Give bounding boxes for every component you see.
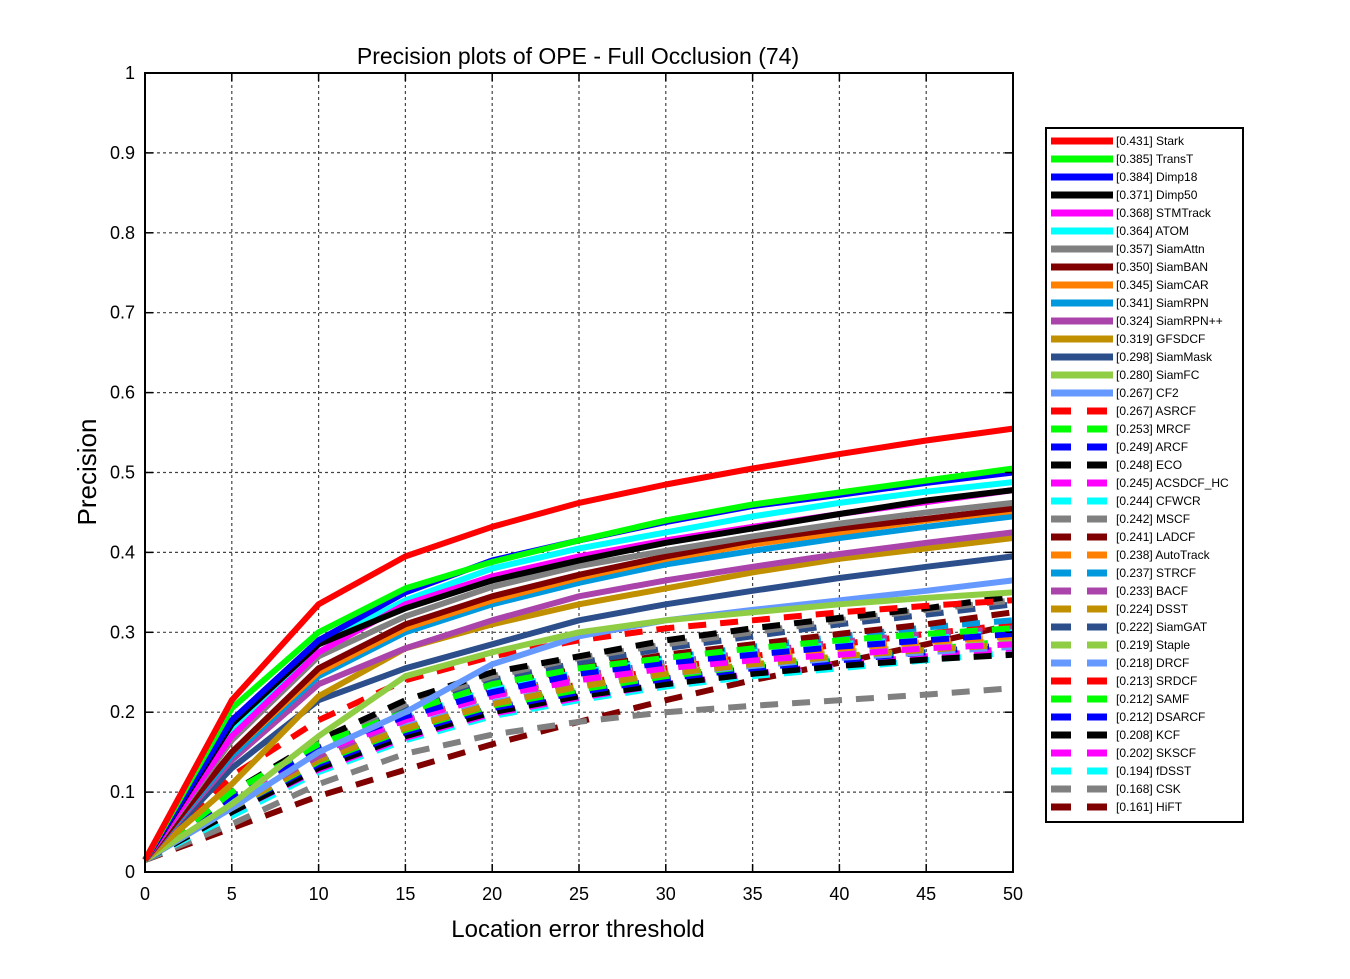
x-tick-label: 30	[656, 884, 676, 904]
series-line	[143, 630, 1014, 863]
legend-label: [0.345] SiamCAR	[1116, 278, 1209, 292]
legend-label: [0.218] DRCF	[1116, 656, 1189, 670]
x-tick-label: 35	[743, 884, 763, 904]
series-line	[143, 589, 1014, 863]
legend-label: [0.222] SiamGAT	[1116, 620, 1208, 634]
legend-label: [0.280] SiamFC	[1116, 368, 1200, 382]
y-tick-label: 0.3	[110, 622, 135, 642]
x-tick-label: 25	[569, 884, 589, 904]
legend-label: [0.248] ECO	[1116, 458, 1182, 472]
legend-label: [0.168] CSK	[1116, 782, 1181, 796]
x-axis-label: Location error threshold	[451, 916, 704, 943]
legend-label: [0.364] ATOM	[1116, 224, 1189, 238]
y-tick-label: 0.6	[110, 383, 135, 403]
legend-label: [0.298] SiamMask	[1116, 350, 1213, 364]
legend-label: [0.385] TransT	[1116, 152, 1194, 166]
y-tick-label: 0.7	[110, 303, 135, 323]
legend-label: [0.219] Staple	[1116, 638, 1190, 652]
legend-label: [0.233] BACF	[1116, 584, 1188, 598]
x-tick-label: 15	[395, 884, 415, 904]
series-line	[142, 597, 1014, 863]
x-tick-label: 45	[916, 884, 936, 904]
legend-label: [0.212] DSARCF	[1116, 710, 1205, 724]
y-tick-label: 0.4	[110, 542, 135, 562]
legend-label: [0.238] AutoTrack	[1116, 548, 1211, 562]
legend-box	[1045, 127, 1244, 823]
series-line	[143, 535, 1014, 863]
y-tick-label: 0.8	[110, 223, 135, 243]
legend-label: [0.357] SiamAttn	[1116, 242, 1205, 256]
legend-label: [0.224] DSST	[1116, 602, 1189, 616]
y-tick-label: 0.1	[110, 782, 135, 802]
legend-label: [0.341] SiamRPN	[1116, 296, 1209, 310]
series-line	[143, 577, 1014, 863]
x-tick-label: 0	[140, 884, 150, 904]
legend-label: [0.267] ASRCF	[1116, 404, 1196, 418]
legend-label: [0.384] Dimp18	[1116, 170, 1198, 184]
legend-label: [0.242] MSCF	[1116, 512, 1190, 526]
legend-label: [0.212] SAMF	[1116, 692, 1189, 706]
legend-label: [0.237] STRCF	[1116, 566, 1196, 580]
legend-label: [0.241] LADCF	[1116, 530, 1195, 544]
chart-title: Precision plots of OPE - Full Occlusion …	[357, 43, 799, 69]
legend-label: [0.371] Dimp50	[1116, 188, 1198, 202]
series-line	[142, 529, 1014, 862]
legend-label: [0.194] fDSST	[1116, 764, 1192, 778]
legend-label: [0.161] HiFT	[1116, 800, 1183, 814]
legend-label: [0.253] MRCF	[1116, 422, 1191, 436]
x-tick-label: 20	[482, 884, 502, 904]
axis-ticks: 0 5 10 15 20 25 30 35 40 45 50 0 0.1 0.2 0.3 0.4 0.5 0.6 0…	[110, 63, 1023, 904]
legend-label: [0.202] SKSCF	[1116, 746, 1196, 760]
legend-label: [0.208] KCF	[1116, 728, 1180, 742]
legend-label: [0.213] SRDCF	[1116, 674, 1197, 688]
x-tick-label: 10	[309, 884, 329, 904]
legend-label: [0.319] GFSDCF	[1116, 332, 1205, 346]
x-tick-label: 40	[829, 884, 849, 904]
y-axis-label: Precision	[72, 419, 102, 526]
x-tick-label: 5	[227, 884, 237, 904]
legend-label: [0.350] SiamBAN	[1116, 260, 1208, 274]
series-line	[142, 505, 1014, 862]
legend: [0.431] Stark [0.385] TransT [0.384] Dimp1…	[1045, 127, 1244, 823]
y-tick-label: 0.2	[110, 702, 135, 722]
legend-label: [0.249] ARCF	[1116, 440, 1188, 454]
series-line	[143, 641, 1014, 863]
grid-lines	[145, 73, 1013, 872]
legend-label: [0.368] STMTrack	[1116, 206, 1212, 220]
y-tick-label: 0.9	[110, 143, 135, 163]
legend-label: [0.267] CF2	[1116, 386, 1179, 400]
y-tick-label: 0	[125, 862, 135, 882]
y-tick-label: 0.5	[110, 463, 135, 483]
legend-label: [0.245] ACSDCF_HC	[1116, 476, 1229, 490]
y-tick-label: 1	[125, 63, 135, 83]
series-line	[143, 651, 1014, 863]
series-line	[142, 465, 1014, 862]
legend-label: [0.324] SiamRPN++	[1116, 314, 1223, 328]
legend-label: [0.244] CFWCR	[1116, 494, 1201, 508]
series-line	[143, 685, 1014, 863]
series-line	[142, 425, 1014, 862]
x-tick-label: 50	[1003, 884, 1023, 904]
legend-label: [0.431] Stark	[1116, 134, 1185, 148]
plot-lines	[142, 425, 1014, 863]
